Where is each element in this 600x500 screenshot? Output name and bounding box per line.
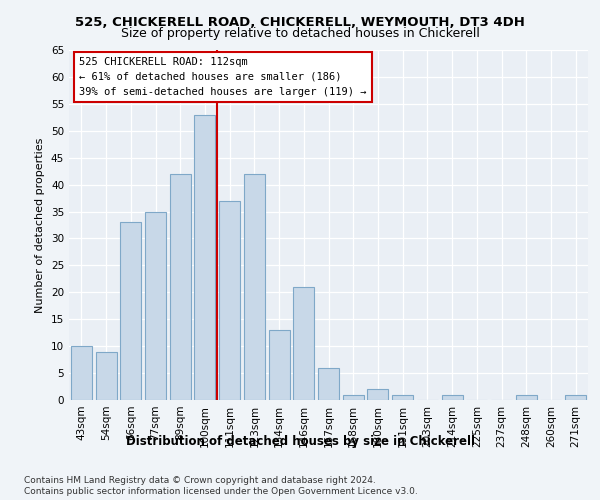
Text: Contains public sector information licensed under the Open Government Licence v3: Contains public sector information licen… — [24, 488, 418, 496]
Text: Size of property relative to detached houses in Chickerell: Size of property relative to detached ho… — [121, 28, 479, 40]
Bar — [244, 174, 265, 400]
Bar — [269, 330, 290, 400]
Bar — [194, 114, 215, 400]
Bar — [343, 394, 364, 400]
Bar — [392, 394, 413, 400]
Y-axis label: Number of detached properties: Number of detached properties — [35, 138, 46, 312]
Bar — [293, 287, 314, 400]
Text: 525, CHICKERELL ROAD, CHICKERELL, WEYMOUTH, DT3 4DH: 525, CHICKERELL ROAD, CHICKERELL, WEYMOU… — [75, 16, 525, 29]
Text: 525 CHICKERELL ROAD: 112sqm
← 61% of detached houses are smaller (186)
39% of se: 525 CHICKERELL ROAD: 112sqm ← 61% of det… — [79, 57, 367, 96]
Bar — [442, 394, 463, 400]
Bar — [95, 352, 116, 400]
Bar — [120, 222, 141, 400]
Bar — [170, 174, 191, 400]
Bar — [145, 212, 166, 400]
Text: Contains HM Land Registry data © Crown copyright and database right 2024.: Contains HM Land Registry data © Crown c… — [24, 476, 376, 485]
Text: Distribution of detached houses by size in Chickerell: Distribution of detached houses by size … — [125, 435, 475, 448]
Bar — [71, 346, 92, 400]
Bar — [367, 389, 388, 400]
Bar — [565, 394, 586, 400]
Bar — [516, 394, 537, 400]
Bar — [318, 368, 339, 400]
Bar — [219, 201, 240, 400]
